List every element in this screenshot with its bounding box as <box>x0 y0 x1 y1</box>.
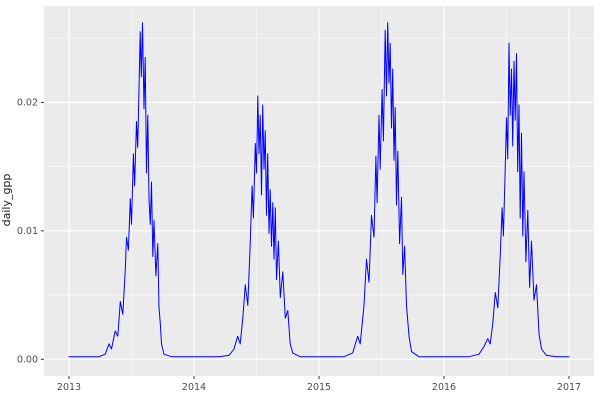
x-tick-label: 2016 <box>432 382 456 393</box>
y-tick-label: 0.02 <box>17 97 38 108</box>
y-axis-title: daily_gpp <box>0 173 13 227</box>
gpp-line <box>68 22 570 358</box>
x-tick-label: 2017 <box>557 382 581 393</box>
x-tick-label: 2014 <box>182 382 206 393</box>
x-tick-label: 2013 <box>57 382 81 393</box>
y-tick-label: 0.00 <box>17 354 38 365</box>
y-tick-label: 0.01 <box>17 226 38 237</box>
x-tick-label: 2015 <box>307 382 331 393</box>
